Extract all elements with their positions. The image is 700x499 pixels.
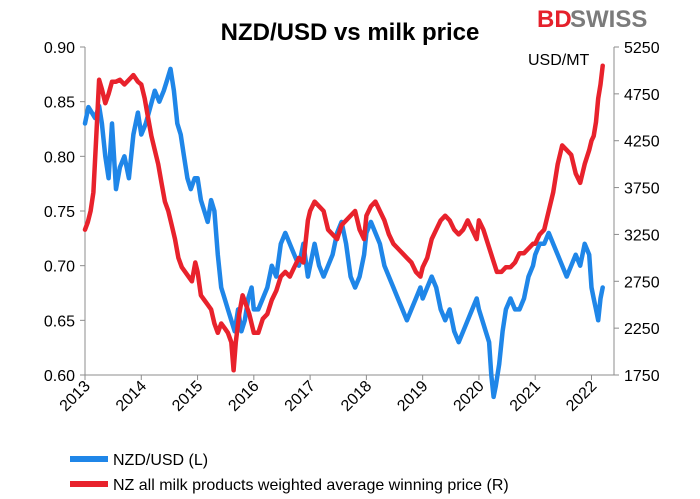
left-axis-tick-label: 0.65 xyxy=(44,313,75,330)
legend: NZD/USD (L) NZ all milk products weighte… xyxy=(70,452,509,494)
right-axis-tick-label: 4250 xyxy=(624,134,660,151)
right-axis-unit: USD/MT xyxy=(528,52,590,69)
left-axis-tick-label: 0.75 xyxy=(44,204,75,221)
x-axis-tick-label: 2018 xyxy=(338,378,375,415)
legend-label-milk-price: NZ all milk products weighted average wi… xyxy=(113,477,509,494)
x-axis-tick-label: 2014 xyxy=(113,378,150,415)
x-axis-tick-label: 2020 xyxy=(451,378,488,415)
brand-logo-part2: SWISS xyxy=(570,6,647,33)
series-line-milk-price xyxy=(82,63,605,373)
brand-logo-part1: BD xyxy=(537,6,572,33)
x-axis-tick-label: 2015 xyxy=(169,378,206,415)
left-axis-tick-label: 0.70 xyxy=(44,259,75,276)
axes: 0.60 0.65 0.70 0.75 0.80 0.85 0.90 1750 2250 2750… xyxy=(44,40,660,415)
left-axis-tick-label: 0.90 xyxy=(44,40,75,57)
right-axis-tick-label: 2250 xyxy=(624,321,660,338)
x-axis-tick-label: 2019 xyxy=(394,378,431,415)
right-axis-tick-label: 3750 xyxy=(624,181,660,198)
x-axis-tick-label: 2021 xyxy=(507,378,544,415)
right-axis-tick-label: 2750 xyxy=(624,274,660,291)
plot-area xyxy=(84,47,615,376)
left-axis-tick-label: 0.85 xyxy=(44,95,75,112)
right-axis-tick-label: 1750 xyxy=(624,368,660,385)
right-axis-tick-label: 4750 xyxy=(624,87,660,104)
series-line-nzdusd xyxy=(82,66,605,400)
legend-label-nzdusd: NZD/USD (L) xyxy=(113,452,208,469)
left-axis-tick-label: 0.80 xyxy=(44,149,75,166)
x-axis-tick-label: 2017 xyxy=(282,378,319,415)
chart-title: NZD/USD vs milk price xyxy=(221,19,480,46)
brand-logo: BD SWISS xyxy=(537,6,647,33)
right-axis-tick-label: 5250 xyxy=(624,40,660,57)
series-layer xyxy=(82,63,605,400)
x-axis-tick-label: 2022 xyxy=(563,378,600,415)
x-axis-tick-label: 2016 xyxy=(225,378,262,415)
right-axis-tick-label: 3250 xyxy=(624,227,660,244)
left-axis-tick-label: 0.60 xyxy=(44,368,75,385)
